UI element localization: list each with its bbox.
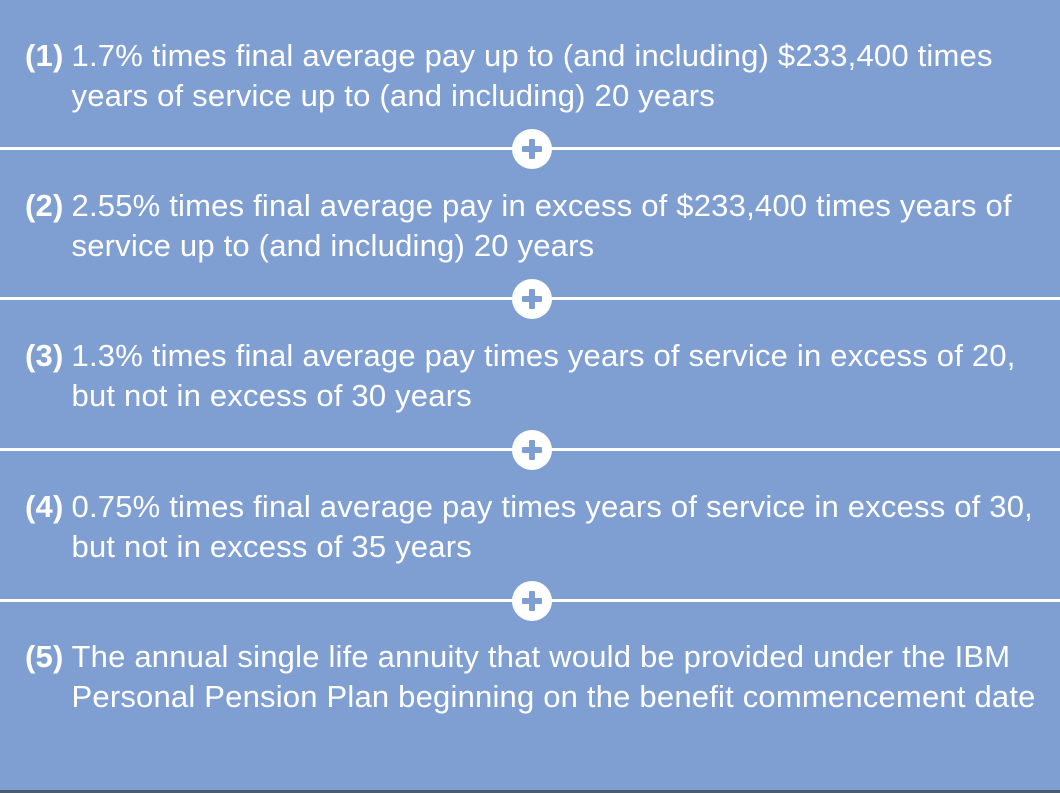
formula-item-1: (1) 1.7% times final average pay up to (… bbox=[0, 36, 1060, 116]
formula-item-3: (3) 1.3% times final average pay times y… bbox=[0, 336, 1060, 416]
plus-icon bbox=[512, 129, 552, 169]
formula-item-5: (5) The annual single life annuity that … bbox=[0, 637, 1060, 717]
item-text: 1.3% times final average pay times years… bbox=[71, 338, 1016, 413]
item-number: (5) bbox=[25, 639, 64, 674]
item-text: 1.7% times final average pay up to (and … bbox=[71, 38, 993, 113]
item-number: (2) bbox=[25, 188, 64, 223]
item-text: 2.55% times final average pay in excess … bbox=[71, 188, 1012, 263]
formula-item-2: (2) 2.55% times final average pay in exc… bbox=[0, 186, 1060, 266]
plus-icon bbox=[512, 279, 552, 319]
item-text: The annual single life annuity that woul… bbox=[71, 639, 1036, 714]
plus-icon bbox=[512, 430, 552, 470]
plus-icon bbox=[512, 581, 552, 621]
item-number: (4) bbox=[25, 489, 64, 524]
formula-item-4: (4) 0.75% times final average pay times … bbox=[0, 487, 1060, 567]
item-number: (1) bbox=[25, 38, 64, 73]
item-number: (3) bbox=[25, 338, 64, 373]
bottom-border bbox=[0, 790, 1060, 793]
item-text: 0.75% times final average pay times year… bbox=[71, 489, 1033, 564]
